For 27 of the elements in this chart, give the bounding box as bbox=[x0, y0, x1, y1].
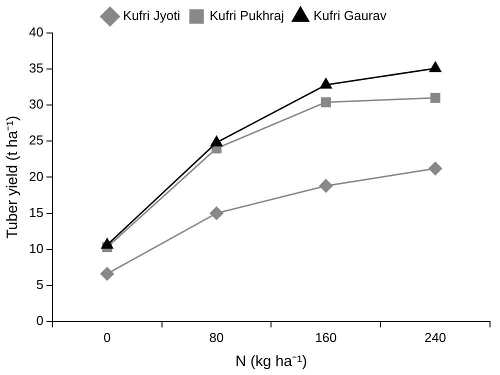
x-tick-label: 0 bbox=[104, 330, 111, 345]
legend-label: Kufri Jyoti bbox=[123, 8, 180, 24]
x-tick-label: 80 bbox=[209, 330, 224, 345]
y-tick-label: 30 bbox=[28, 96, 44, 112]
y-axis-title: Tuber yield (t ha⁻¹) bbox=[4, 116, 22, 239]
point bbox=[319, 179, 333, 193]
y-tick-label: 0 bbox=[36, 312, 44, 328]
y-tick-label: 5 bbox=[36, 276, 44, 292]
legend-label: Kufri Gaurav bbox=[314, 8, 387, 24]
legend-label: Kufri Pukhraj bbox=[210, 8, 284, 24]
point bbox=[320, 78, 332, 89]
y-tick-label: 40 bbox=[28, 24, 44, 40]
y-tick-label: 35 bbox=[28, 60, 44, 76]
y-tick-label: 10 bbox=[28, 240, 44, 256]
x-axis-title: N (kg ha⁻¹) bbox=[235, 353, 308, 370]
point bbox=[430, 92, 440, 103]
x-tick-label: 160 bbox=[315, 330, 337, 345]
point bbox=[320, 97, 331, 108]
point bbox=[428, 162, 442, 176]
point bbox=[429, 62, 442, 72]
y-tick-label: 15 bbox=[28, 204, 44, 220]
y-tick-label: 20 bbox=[28, 168, 44, 184]
point bbox=[210, 206, 224, 220]
point bbox=[210, 136, 222, 146]
x-tick-label: 240 bbox=[424, 330, 446, 345]
y-tick-label: 25 bbox=[28, 132, 44, 148]
point bbox=[100, 267, 114, 281]
